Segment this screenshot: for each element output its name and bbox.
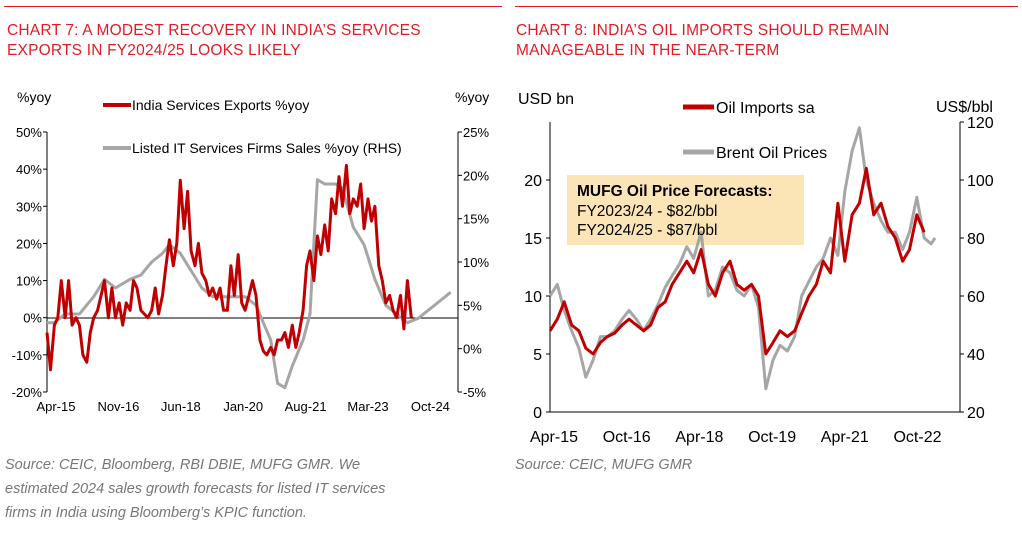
chart7-legend-label-exports: India Services Exports %yoy	[132, 97, 309, 113]
chart7-series-it-sales-line	[47, 178, 452, 390]
chart8-x-tick-label: Apr-15	[530, 429, 578, 446]
chart7-x-tick-labels: Apr-15 Nov-16 Jun-18 Jan-20 Aug-21 Mar-23 Oct-…	[36, 399, 449, 414]
chart7-title-line-2: EXPORTS IN FY2024/25 LOOKS LIKELY	[7, 42, 301, 59]
chart7-source: Source: CEIC, Bloomberg, RBI DBIE, MUFG …	[5, 453, 385, 525]
right-title-rule	[515, 6, 1018, 7]
chart7-right-tick-label: 20%	[463, 168, 489, 183]
chart7-source-line-2: estimated 2024 sales growth forecasts fo…	[5, 481, 386, 497]
chart8-legend-label-oil-imports: Oil Imports sa	[716, 100, 815, 117]
chart8-right-tick-label: 60	[967, 289, 985, 306]
chart8-legend-label-brent: Brent Oil Prices	[716, 145, 827, 162]
chart8-x-tick-label: Oct-19	[748, 429, 796, 446]
chart8-left-axis-label: USD bn	[518, 91, 574, 108]
chart7-left-tick-label: 10%	[16, 274, 42, 289]
chart7-left-tick-label: 0%	[23, 311, 42, 326]
chart8-source: Source: CEIC, MUFG GMR	[515, 453, 692, 477]
left-title-rule	[4, 6, 502, 7]
chart7-series-exports-line	[45, 163, 413, 372]
chart7-left-tick-label: 40%	[16, 162, 42, 177]
chart7-right-tick-label: 15%	[463, 212, 489, 227]
chart7-x-tick-label: Mar-23	[347, 399, 388, 414]
chart8-legend: Oil Imports sa Brent Oil Prices	[683, 100, 827, 162]
chart8-title-line-1: CHART 8: INDIA’S OIL IMPORTS SHOULD REMA…	[516, 22, 890, 39]
chart8-axes	[549, 122, 961, 413]
chart7-left-tick-label: 50%	[16, 125, 42, 140]
chart8-x-tick-labels: Apr-15 Oct-16 Apr-18 Oct-19 Apr-21 Oct-22	[530, 429, 942, 446]
chart8-right-axis-label: US$/bbl	[936, 99, 993, 116]
chart8-left-tick-label: 5	[533, 347, 542, 364]
chart8-right-tick-label: 80	[967, 231, 985, 248]
chart8-x-tick-label: Apr-18	[675, 429, 723, 446]
chart8-right-tick-label: 40	[967, 347, 985, 364]
chart7-x-tick-label: Jan-20	[223, 399, 263, 414]
chart8-title-line-2: MANAGEABLE IN THE NEAR-TERM	[516, 42, 780, 59]
chart7-title: CHART 7: A MODEST RECOVERY IN INDIA’S SE…	[7, 21, 421, 61]
forecast-box-heading: MUFG Oil Price Forecasts:	[577, 183, 773, 200]
chart8-left-tick-labels: 20 15 10 5 0	[524, 173, 550, 422]
chart7-left-tick-label: -20%	[12, 385, 43, 400]
chart8-right-tick-label: 20	[967, 405, 985, 422]
chart8-left-tick-label: 15	[524, 231, 542, 248]
chart7-legend-label-it-sales: Listed IT Services Firms Sales %yoy (RHS…	[132, 140, 402, 156]
chart7-left-tick-label: -10%	[12, 348, 43, 363]
chart7-title-line-1: CHART 7: A MODEST RECOVERY IN INDIA’S SE…	[7, 22, 421, 39]
chart8-x-tick-label: Oct-22	[893, 429, 941, 446]
chart7-right-tick-labels: 25% 20% 15% 10% 5% 0% -5%	[458, 125, 489, 400]
chart7-x-tick-label: Oct-24	[411, 399, 450, 414]
chart7-x-tick-label: Aug-21	[285, 399, 327, 414]
chart7-left-tick-label: 30%	[16, 199, 42, 214]
chart7-right-tick-label: -5%	[463, 385, 487, 400]
chart7-x-tick-label: Apr-15	[36, 399, 75, 414]
chart7-plot: %yoy %yoy India Services Exports %yoy Li…	[12, 89, 490, 414]
chart8-left-tick-label: 20	[524, 173, 542, 190]
chart8-series	[548, 126, 937, 391]
chart7-right-tick-label: 10%	[463, 255, 489, 270]
chart7-series	[45, 163, 452, 390]
chart8-left-tick-label: 10	[524, 289, 542, 306]
chart8-x-tick-label: Apr-21	[821, 429, 869, 446]
chart7-legend: India Services Exports %yoy Listed IT Se…	[103, 97, 402, 156]
chart7-right-axis-label: %yoy	[455, 89, 489, 105]
chart7-source-line-1: Source: CEIC, Bloomberg, RBI DBIE, MUFG …	[5, 457, 361, 473]
chart8-right-tick-label: 120	[967, 115, 994, 132]
forecast-box	[567, 175, 804, 245]
chart8-title: CHART 8: INDIA’S OIL IMPORTS SHOULD REMA…	[516, 21, 890, 61]
chart7-source-line-3: firms in India using Bloomberg’s KPIC fu…	[5, 505, 307, 521]
chart7-left-tick-labels: 50% 40% 30% 20% 10% 0% -10% -20%	[12, 125, 47, 400]
chart8-right-tick-label: 100	[967, 173, 994, 190]
chart8-left-tick-label: 0	[533, 405, 542, 422]
chart7-x-tick-label: Jun-18	[161, 399, 201, 414]
forecast-box-line-2: FY2024/25 - $87/bbl	[577, 222, 717, 239]
chart7-right-tick-label: 5%	[463, 298, 482, 313]
chart8-right-tick-labels: 120 100 80 60 40 20	[960, 115, 994, 422]
chart8-x-tick-label: Oct-16	[603, 429, 651, 446]
chart8-source-line-1: Source: CEIC, MUFG GMR	[515, 457, 693, 473]
chart7-x-tick-label: Nov-16	[97, 399, 139, 414]
chart7-right-tick-label: 0%	[463, 342, 482, 357]
chart7-left-tick-label: 20%	[16, 236, 42, 251]
chart7-axes	[46, 132, 459, 392]
forecast-box-line-1: FY2023/24 - $82/bbl	[577, 203, 717, 220]
chart7-left-axis-label: %yoy	[17, 89, 51, 105]
chart7-right-tick-label: 25%	[463, 125, 489, 140]
chart8-series-brent-line	[548, 126, 937, 391]
chart8-plot: USD bn US$/bbl 20 15 10 5 0 120 100 80 60 40 20 A…	[518, 91, 994, 446]
chart8-series-oil-imports-line	[548, 166, 926, 356]
